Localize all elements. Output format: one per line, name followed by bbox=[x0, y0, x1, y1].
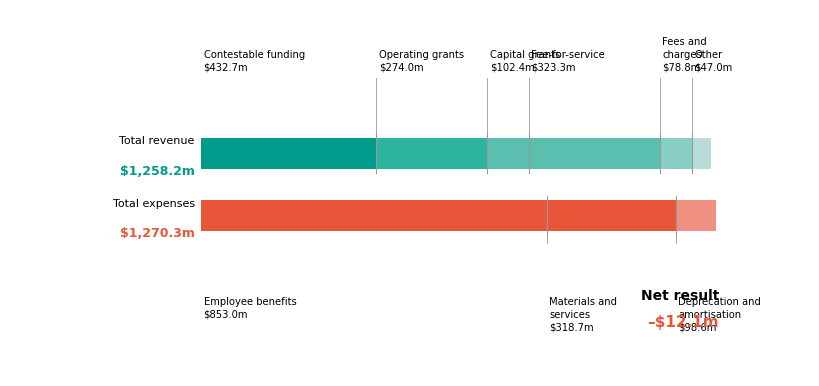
Text: Capital grants
$102.4m: Capital grants $102.4m bbox=[489, 49, 559, 72]
Bar bbox=[675, 200, 715, 231]
Bar bbox=[546, 200, 675, 231]
Text: Materials and
services
$318.7m: Materials and services $318.7m bbox=[549, 297, 617, 332]
Text: Net result: Net result bbox=[640, 289, 718, 303]
Text: Other
$47.0m: Other $47.0m bbox=[694, 49, 731, 72]
Text: Contestable funding
$432.7m: Contestable funding $432.7m bbox=[203, 49, 305, 72]
Text: $1,258.2m: $1,258.2m bbox=[120, 165, 194, 178]
Text: Total expenses: Total expenses bbox=[112, 199, 194, 209]
Bar bbox=[376, 138, 486, 169]
Text: Deprecation and
amortisation
$98.6m: Deprecation and amortisation $98.6m bbox=[677, 297, 760, 332]
Text: –$12.1m: –$12.1m bbox=[646, 315, 718, 330]
Bar bbox=[659, 138, 691, 169]
Text: Fee-for-service
$323.3m: Fee-for-service $323.3m bbox=[531, 49, 604, 72]
Bar bbox=[201, 200, 546, 231]
Text: Employee benefits
$853.0m: Employee benefits $853.0m bbox=[203, 297, 296, 320]
Text: Fees and
charges
$78.8m: Fees and charges $78.8m bbox=[662, 37, 706, 72]
Bar bbox=[486, 138, 528, 169]
Bar bbox=[691, 138, 710, 169]
Text: Operating grants
$274.0m: Operating grants $274.0m bbox=[378, 49, 464, 72]
Text: $1,270.3m: $1,270.3m bbox=[120, 227, 194, 240]
Text: Total revenue: Total revenue bbox=[119, 136, 194, 146]
Bar bbox=[528, 138, 659, 169]
Bar bbox=[201, 138, 376, 169]
